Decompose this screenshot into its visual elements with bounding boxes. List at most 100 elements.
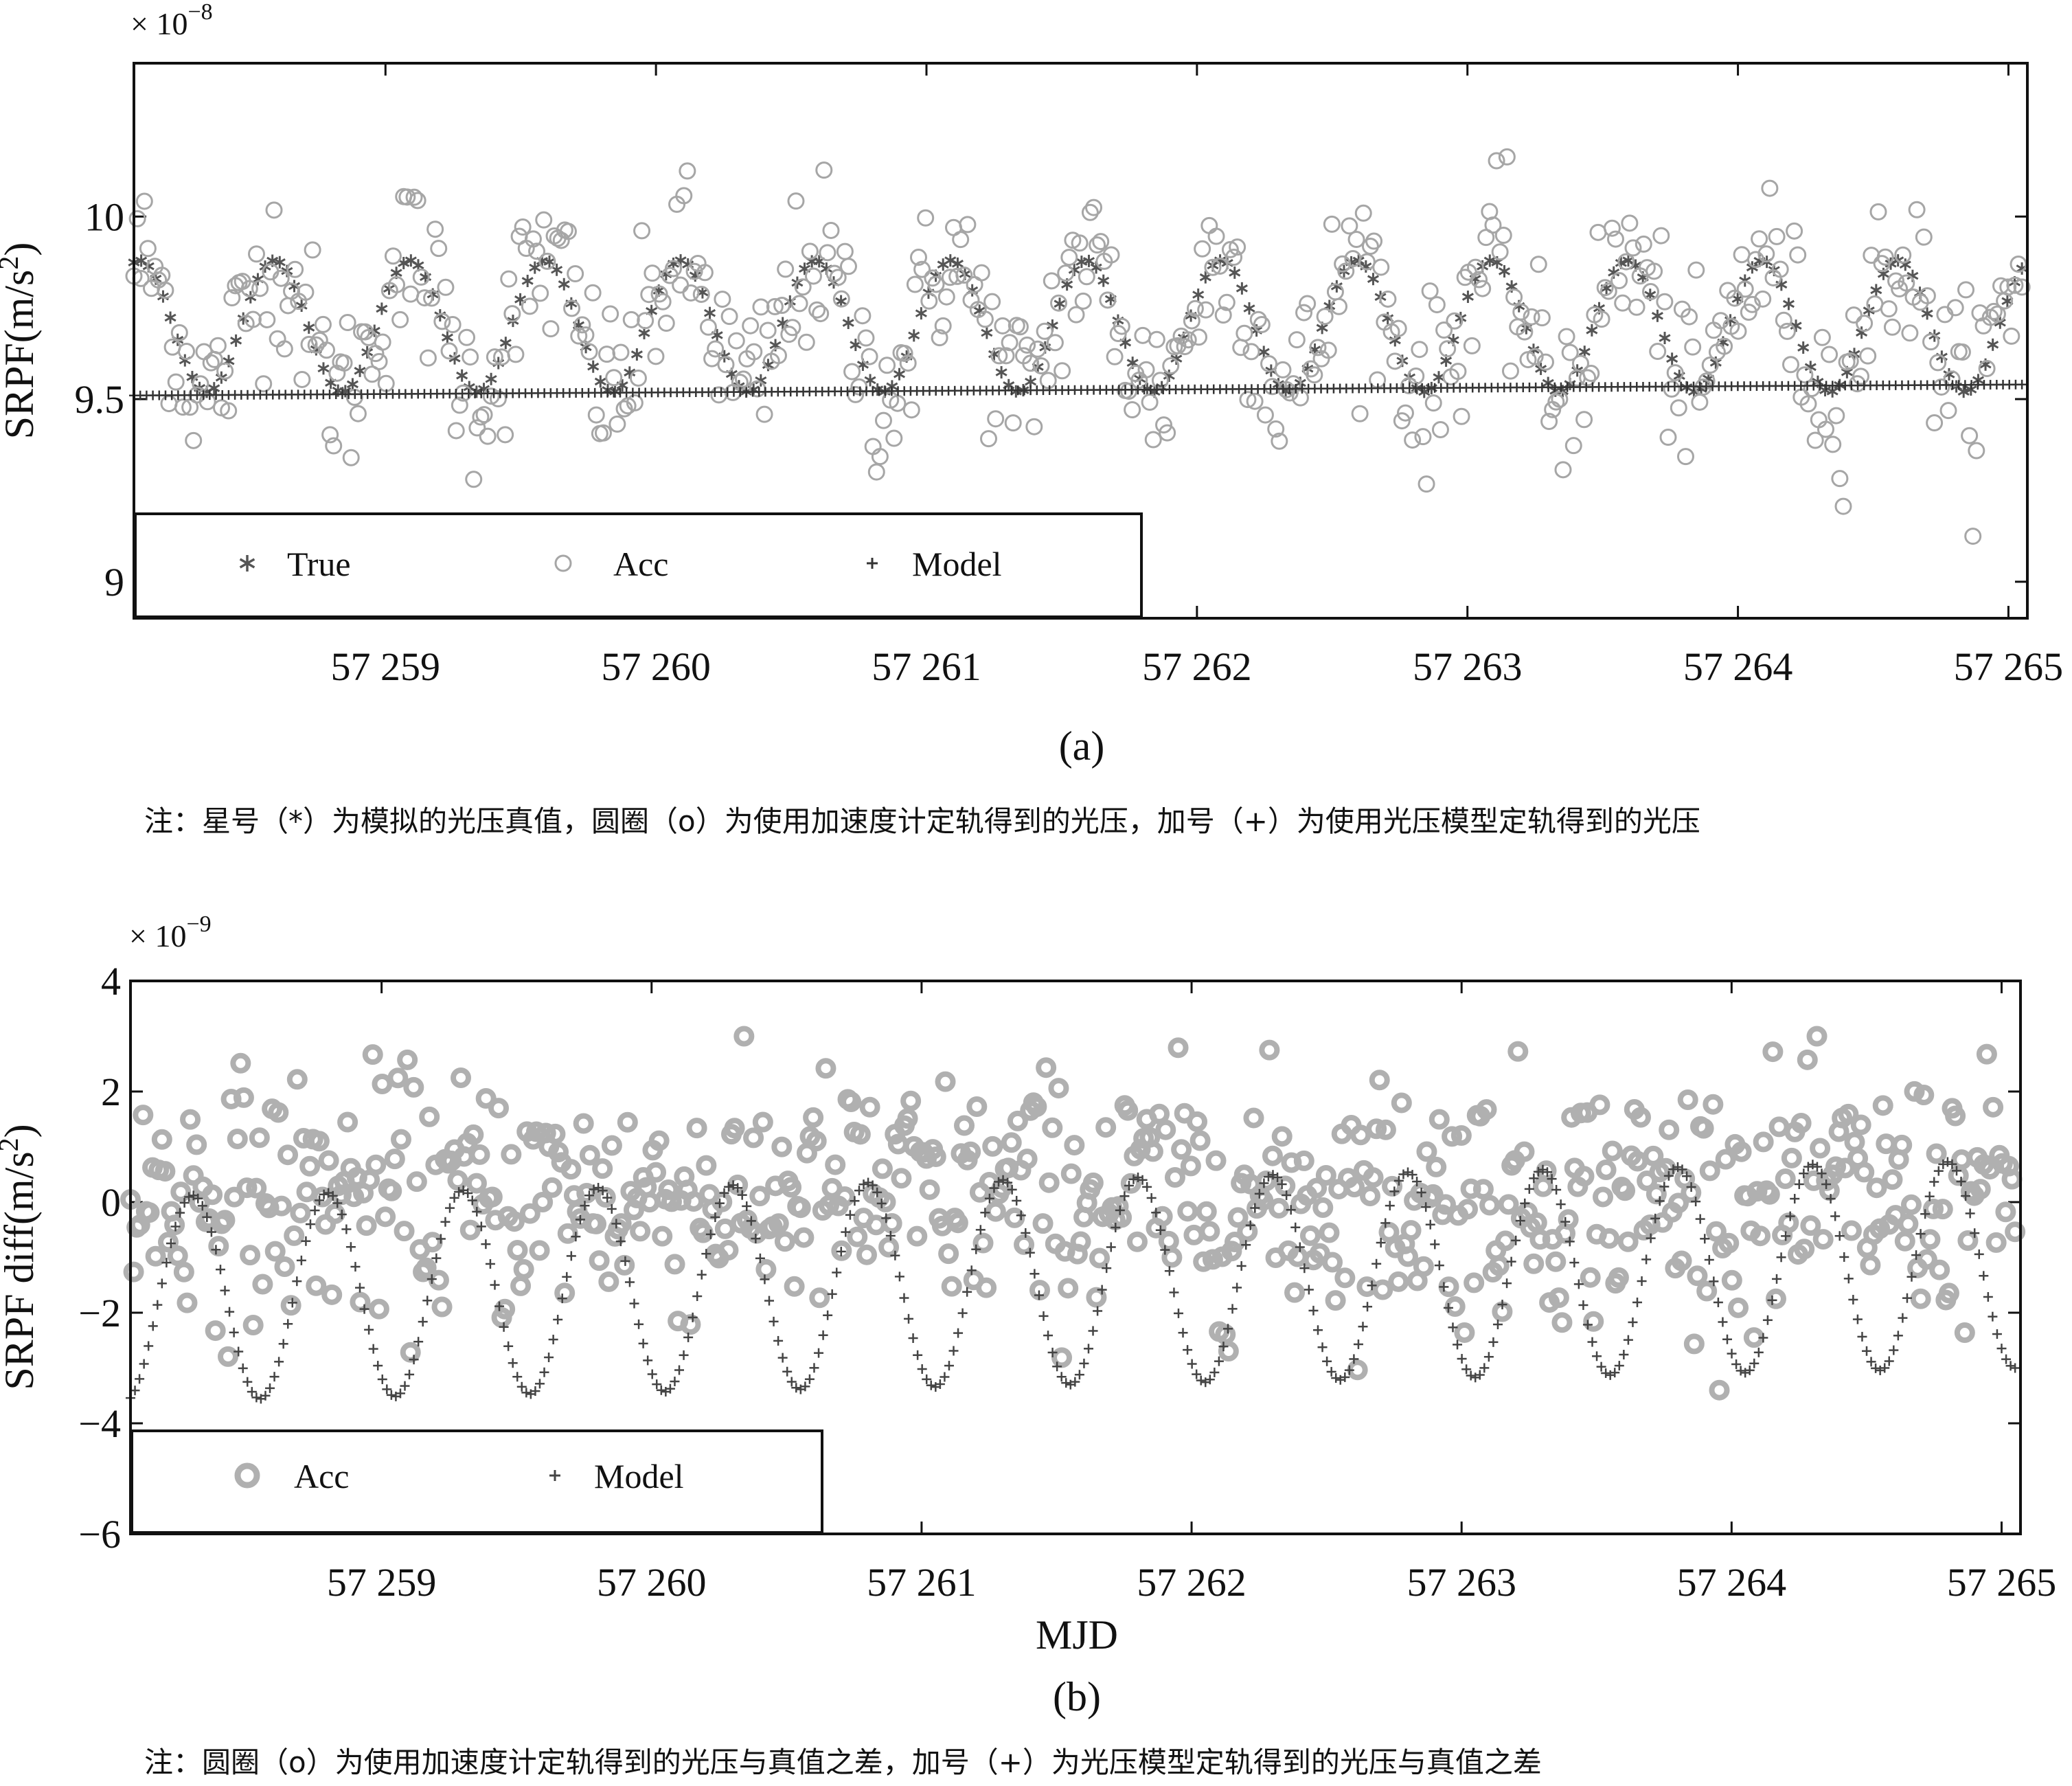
model-diff-point (733, 1183, 743, 1193)
model-diff-point (1506, 1256, 1516, 1267)
acc-point (647, 348, 665, 365)
model-diff-point (1358, 1322, 1368, 1332)
acc-diff-point (743, 1127, 764, 1149)
acc-point (1953, 343, 1971, 361)
model-diff-point (1520, 1198, 1530, 1208)
acc-point (573, 316, 591, 334)
acc-diff-point (1095, 1117, 1117, 1138)
acc-point (1319, 341, 1337, 359)
true-point (1192, 288, 1205, 301)
acc-point (1295, 304, 1313, 321)
model-diff-point (1821, 1179, 1832, 1190)
model-diff-point (1875, 1365, 1885, 1375)
acc-diff-point (1800, 1215, 1821, 1236)
model-diff-point (1430, 1239, 1440, 1250)
model-diff-point (1672, 1162, 1683, 1172)
model-diff-point (589, 1184, 599, 1195)
model-diff-point (1911, 1250, 1922, 1261)
model-diff-point (431, 1253, 442, 1263)
acc-diff-point (1042, 1117, 1063, 1138)
model-diff-point (1677, 1164, 1687, 1175)
model-diff-point (894, 1271, 904, 1282)
acc-point (1221, 240, 1239, 258)
true-point (951, 257, 964, 270)
acc-diff-point (872, 1158, 893, 1179)
acc-diff-point (865, 1214, 887, 1236)
acc-point (692, 285, 710, 303)
acc-diff-point (859, 1096, 880, 1118)
acc-diff-point (1004, 1207, 1025, 1228)
acc-point (139, 240, 157, 258)
model-diff-point (1722, 1334, 1732, 1344)
acc-diff-point (503, 1211, 525, 1232)
model-diff-point (1416, 1187, 1426, 1197)
acc-point (1386, 352, 1404, 370)
model-diff-point (1933, 1166, 1944, 1176)
acc-point (251, 280, 269, 297)
acc-diff-point (1891, 1134, 1913, 1155)
model-diff-point (1178, 1328, 1188, 1338)
acc-diff-point (123, 1261, 144, 1282)
true-point (1659, 332, 1671, 345)
acc-diff-point (1718, 1232, 1740, 1254)
acc-diff-point (1007, 1110, 1028, 1131)
acc-point (223, 289, 241, 307)
acc-diff-point (1916, 1249, 1937, 1270)
acc-point (1824, 436, 1842, 453)
model-diff-point (1389, 1186, 1400, 1197)
model-diff-point (1102, 1263, 1112, 1274)
model-diff-point (971, 1244, 981, 1254)
acc-point (1011, 318, 1029, 336)
acc-diff-point (683, 1190, 705, 1212)
acc-diff-point (1155, 1119, 1176, 1140)
model-diff-point (692, 1291, 703, 1302)
acc-point (696, 264, 714, 282)
true-point (551, 263, 563, 276)
model-diff-point (994, 1177, 1004, 1187)
acc-point (1526, 348, 1544, 365)
acc-point (377, 374, 395, 392)
model-diff-point (1326, 1366, 1336, 1377)
model-diff-point (215, 1265, 225, 1275)
acc-point (1337, 262, 1355, 280)
model-diff-point (260, 1390, 271, 1401)
acc-point (1393, 412, 1411, 430)
model-diff-point (966, 1265, 977, 1276)
acc-point (1288, 331, 1306, 349)
acc-point (1946, 299, 1964, 317)
acc-point (1716, 337, 1733, 355)
acc-point (773, 297, 791, 315)
acc-diff-point (1548, 1287, 1569, 1309)
model-diff-point (1825, 1194, 1836, 1204)
model-diff-point (687, 1312, 698, 1322)
acc-diff-point (733, 1026, 755, 1047)
model-diff-point (377, 1374, 387, 1384)
model-diff-point (1340, 1372, 1350, 1382)
model-diff-point (1772, 1274, 1782, 1284)
legend-acc-marker (234, 1462, 260, 1489)
model-diff-point (1241, 1240, 1251, 1250)
acc-point (1214, 306, 1232, 324)
model-diff-point (206, 1227, 216, 1237)
acc-point (1676, 448, 1694, 466)
acc-point (1564, 437, 1582, 455)
acc-point (1659, 429, 1677, 447)
y-tick-label: 0 (101, 1180, 121, 1225)
acc-point (608, 415, 626, 433)
model-diff-point (1393, 1175, 1404, 1186)
acc-point (1435, 321, 1453, 339)
acc-diff-point (806, 1131, 827, 1152)
acc-point (1575, 411, 1593, 429)
true-point (1782, 297, 1795, 310)
acc-diff-point (661, 1191, 682, 1212)
model-diff-point (1151, 1208, 1161, 1218)
acc-point (1768, 227, 1786, 245)
acc-point (1404, 431, 1422, 449)
acc-diff-point (290, 1202, 311, 1223)
acc-point (220, 402, 238, 420)
model-diff-point (1376, 1238, 1386, 1248)
acc-point (1617, 253, 1635, 271)
model-diff-point (751, 1234, 761, 1244)
true-point (1367, 273, 1379, 286)
acc-point (1729, 322, 1747, 340)
